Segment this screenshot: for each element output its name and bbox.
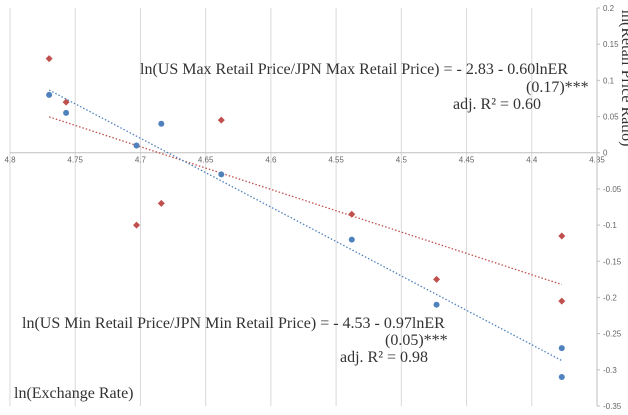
y-tick-label: -0.1 xyxy=(603,221,617,230)
y-tick-label: 0.2 xyxy=(603,4,615,13)
point xyxy=(348,236,355,243)
x-tick-label: 4.7 xyxy=(135,156,147,165)
x-tick-label: 4.55 xyxy=(328,156,344,165)
y-tick-label: -0.05 xyxy=(603,185,622,194)
point xyxy=(558,297,566,305)
point xyxy=(133,221,141,229)
point xyxy=(558,232,566,240)
point xyxy=(45,55,53,63)
y-axis-label: ln(Retail Price Ratio) xyxy=(618,10,628,147)
point xyxy=(46,91,53,98)
y-tick-label: 0 xyxy=(603,149,608,158)
point xyxy=(218,171,225,178)
annotation: adj. R² = 0.98 xyxy=(340,349,428,366)
x-tick-label: 4.45 xyxy=(459,156,475,165)
point xyxy=(217,116,225,124)
annotation: (0.05)*** xyxy=(385,332,448,349)
x-axis-label: ln(Exchange Rate) xyxy=(14,385,134,402)
point xyxy=(558,345,565,352)
x-tick-label: 4.65 xyxy=(198,156,214,165)
y-tick-label: -0.2 xyxy=(603,293,617,302)
annotation: adj. R² = 0.60 xyxy=(453,96,541,113)
y-tick-label: 0.15 xyxy=(603,40,619,49)
point xyxy=(433,301,440,308)
x-tick-label: 4.6 xyxy=(265,156,277,165)
y-tick-label: 0.1 xyxy=(603,76,615,85)
x-tick-label: 4.5 xyxy=(396,156,408,165)
point xyxy=(62,98,70,106)
point xyxy=(558,374,565,381)
y-tick-label: -0.25 xyxy=(603,330,622,339)
point xyxy=(348,210,356,218)
y-tick-label: 0.05 xyxy=(603,113,619,122)
point xyxy=(158,120,165,127)
x-tick-label: 4.75 xyxy=(67,156,83,165)
point xyxy=(157,199,165,207)
y-tick-label: -0.35 xyxy=(603,402,622,411)
y-tick-label: -0.3 xyxy=(603,366,617,375)
trendline xyxy=(48,116,562,286)
annotation: ln(US Max Retail Price/JPN Max Retail Pr… xyxy=(140,61,568,78)
point xyxy=(63,109,70,116)
x-tick-label: 4.8 xyxy=(4,156,16,165)
point xyxy=(433,275,441,283)
annotation: (0.17)*** xyxy=(526,79,589,96)
annotation: ln(US Min Retail Price/JPN Min Retail Pr… xyxy=(22,315,445,332)
trendline xyxy=(48,89,563,362)
x-tick-label: 4.4 xyxy=(526,156,538,165)
point xyxy=(133,142,140,149)
y-tick-label: -0.15 xyxy=(603,257,622,266)
